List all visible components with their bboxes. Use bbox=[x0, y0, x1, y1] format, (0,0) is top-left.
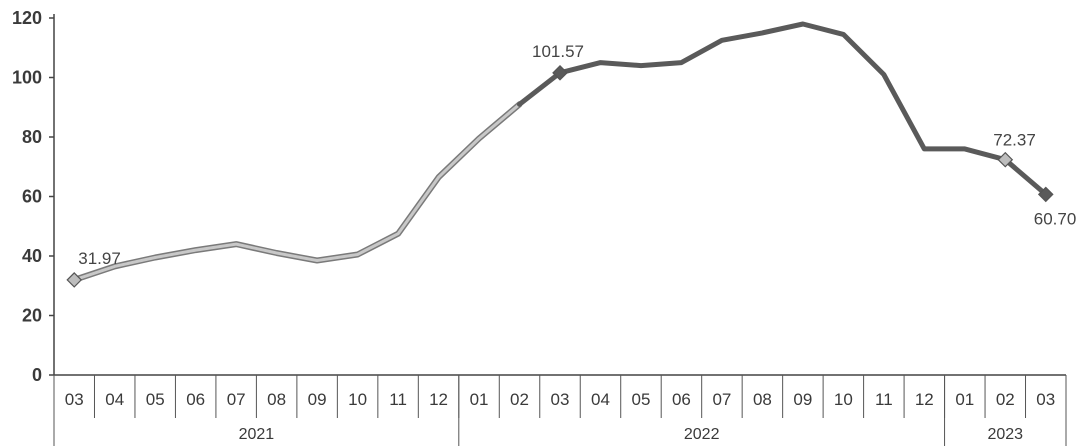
x-tick-label: 11 bbox=[875, 390, 893, 409]
x-tick-label: 08 bbox=[753, 390, 772, 409]
data-label: 31.97 bbox=[78, 249, 121, 268]
y-axis: 0 20 40 60 80 100 120 bbox=[12, 8, 55, 385]
data-marker bbox=[66, 272, 83, 288]
year-label: 2023 bbox=[987, 426, 1023, 443]
y-tick-label: 100 bbox=[12, 68, 42, 88]
x-tick-label: 03 bbox=[551, 390, 570, 409]
y-tick-label: 60 bbox=[22, 187, 42, 207]
data-label: 72.37 bbox=[993, 131, 1036, 150]
x-tick-label: 05 bbox=[631, 390, 650, 409]
x-tick-label: 02 bbox=[996, 390, 1015, 409]
x-axis: 03 04 05 06 07 08 09 10 11 12 01 02 03 04 05 06 07 08 09 10… bbox=[53, 374, 1067, 446]
y-tick-label: 120 bbox=[12, 8, 42, 28]
series-line-dark bbox=[517, 21, 1049, 197]
x-tick-label: 04 bbox=[105, 390, 124, 409]
x-tick-label: 03 bbox=[65, 390, 84, 409]
x-tick-label: 03 bbox=[1036, 390, 1055, 409]
y-tick-label: 40 bbox=[22, 246, 42, 266]
year-label: 2021 bbox=[239, 426, 275, 443]
series-line-light bbox=[72, 102, 521, 282]
data-marker bbox=[552, 64, 568, 81]
year-label: 2022 bbox=[684, 426, 720, 443]
x-tick-label: 12 bbox=[429, 390, 448, 409]
x-tick-label: 05 bbox=[146, 390, 165, 409]
data-label: 60.70 bbox=[1034, 209, 1077, 228]
data-labels: 31.97 101.57 72.37 60.70 bbox=[78, 42, 1076, 268]
x-tick-label: 12 bbox=[915, 390, 934, 409]
series-line bbox=[71, 21, 1049, 283]
x-tick-label: 01 bbox=[470, 390, 489, 409]
x-tick-label: 02 bbox=[510, 390, 529, 409]
y-tick-label: 0 bbox=[32, 365, 42, 385]
x-tick-label: 09 bbox=[793, 390, 812, 409]
x-tick-label: 10 bbox=[348, 390, 367, 409]
data-marker bbox=[997, 151, 1014, 168]
y-tick-label: 20 bbox=[22, 306, 42, 326]
x-tick-label: 11 bbox=[389, 390, 407, 409]
x-tick-label: 06 bbox=[186, 390, 205, 409]
data-markers bbox=[66, 64, 1054, 288]
series-line-outline bbox=[71, 101, 523, 283]
x-tick-label: 06 bbox=[672, 390, 691, 409]
x-tick-label: 07 bbox=[712, 390, 731, 409]
data-marker bbox=[1037, 186, 1054, 203]
data-label: 101.57 bbox=[532, 42, 584, 61]
y-tick-label: 80 bbox=[22, 127, 42, 147]
x-tick-label: 09 bbox=[308, 390, 327, 409]
x-tick-label: 10 bbox=[834, 390, 853, 409]
x-tick-label: 07 bbox=[227, 390, 246, 409]
x-tick-label: 01 bbox=[955, 390, 974, 409]
x-tick-label: 04 bbox=[591, 390, 610, 409]
x-tick-label: 08 bbox=[267, 390, 286, 409]
